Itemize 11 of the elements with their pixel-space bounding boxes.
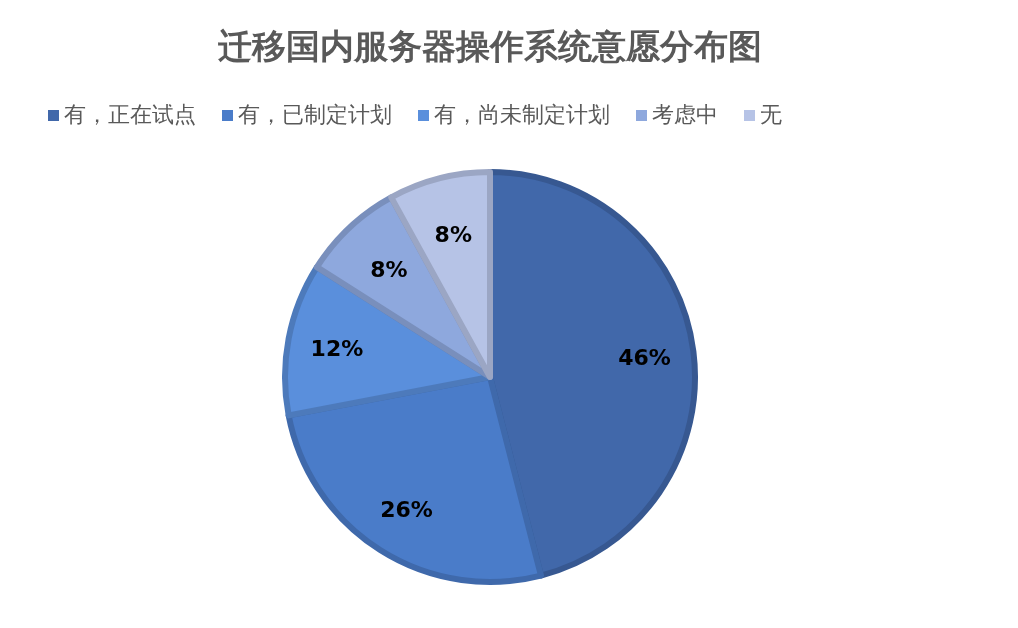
data-label: 8%	[434, 222, 472, 248]
data-label: 12%	[310, 335, 364, 361]
legend-label: 有，正在试点	[64, 102, 196, 127]
legend-label: 有，尚未制定计划	[434, 102, 610, 127]
legend-label: 考虑中	[652, 102, 718, 127]
data-label: 8%	[370, 257, 408, 283]
data-label: 26%	[380, 496, 433, 522]
legend-label: 无	[760, 102, 782, 127]
data-label: 46%	[618, 345, 671, 371]
legend-label: 有，已制定计划	[238, 102, 392, 127]
chart-title: 迁移国内服务器操作系统意愿分布图	[217, 26, 762, 66]
